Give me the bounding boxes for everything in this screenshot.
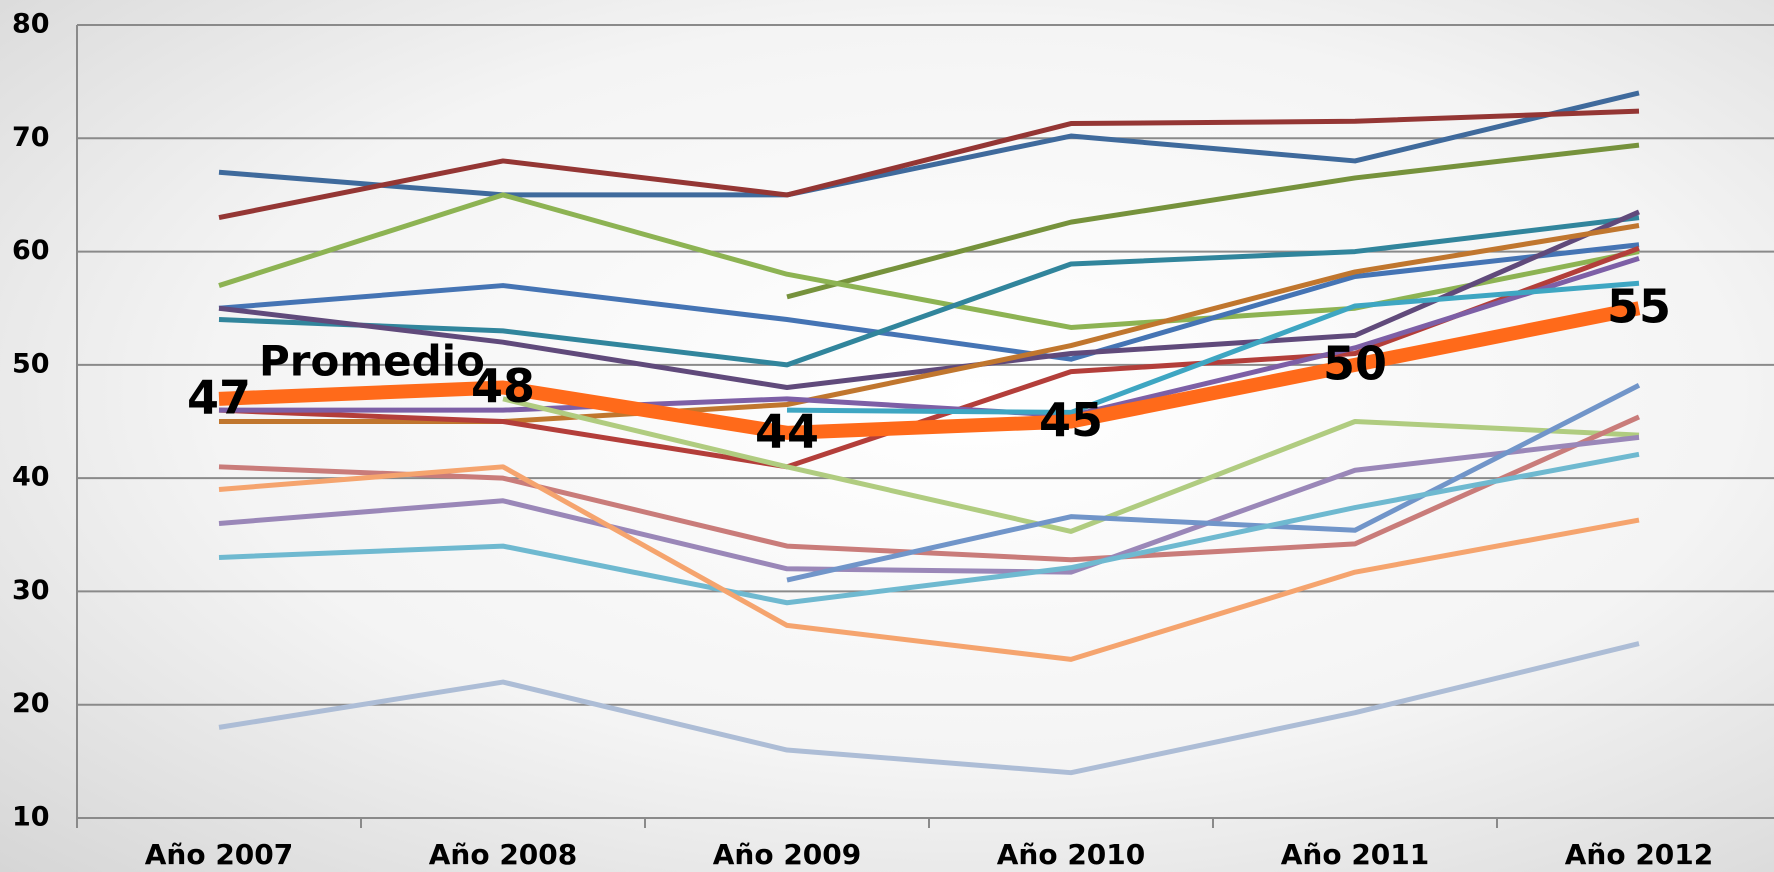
x-tick-label: Año 2010: [997, 838, 1146, 871]
series-line: [218, 464, 1640, 662]
series-line: [218, 414, 1641, 563]
y-tick-label: 40: [12, 462, 50, 493]
x-tick-label: Año 2009: [713, 838, 862, 871]
series-line: [219, 255, 1640, 419]
series-line: [218, 242, 1640, 362]
x-tick-label: Año 2007: [145, 838, 294, 871]
series-line: [786, 280, 1640, 415]
y-tick-label: 30: [12, 575, 50, 606]
data-label: 45: [1039, 393, 1103, 447]
series-line: [218, 209, 1640, 391]
y-tick-label: 10: [12, 802, 50, 833]
series-label: Promedio: [259, 337, 485, 386]
y-tick-label: 80: [12, 9, 50, 40]
series-line: [218, 451, 1640, 606]
x-tick-label: Año 2011: [1281, 838, 1430, 871]
series-line: [218, 301, 1641, 440]
x-tick-label: Año 2012: [1565, 838, 1714, 871]
data-label: 50: [1323, 336, 1387, 390]
series-line: [218, 434, 1640, 575]
y-tick-label: 70: [12, 122, 50, 153]
data-label: 55: [1607, 280, 1671, 334]
y-tick-label: 50: [12, 348, 50, 379]
y-tick-label: 60: [12, 235, 50, 266]
y-tick-label: 20: [12, 688, 50, 719]
series-line: [218, 108, 1640, 221]
series-line: [786, 142, 1640, 300]
series-line: [218, 90, 1640, 198]
series-line: [786, 383, 1641, 583]
x-tick-label: Año 2008: [429, 838, 578, 871]
series-line: [502, 396, 1640, 534]
series-line: [218, 215, 1640, 368]
data-label: 44: [755, 404, 819, 458]
data-label: 48: [471, 359, 535, 413]
data-label: 47: [187, 370, 251, 424]
series-line: [218, 245, 1640, 470]
series-line: [218, 641, 1640, 776]
series-line: [218, 192, 1640, 330]
